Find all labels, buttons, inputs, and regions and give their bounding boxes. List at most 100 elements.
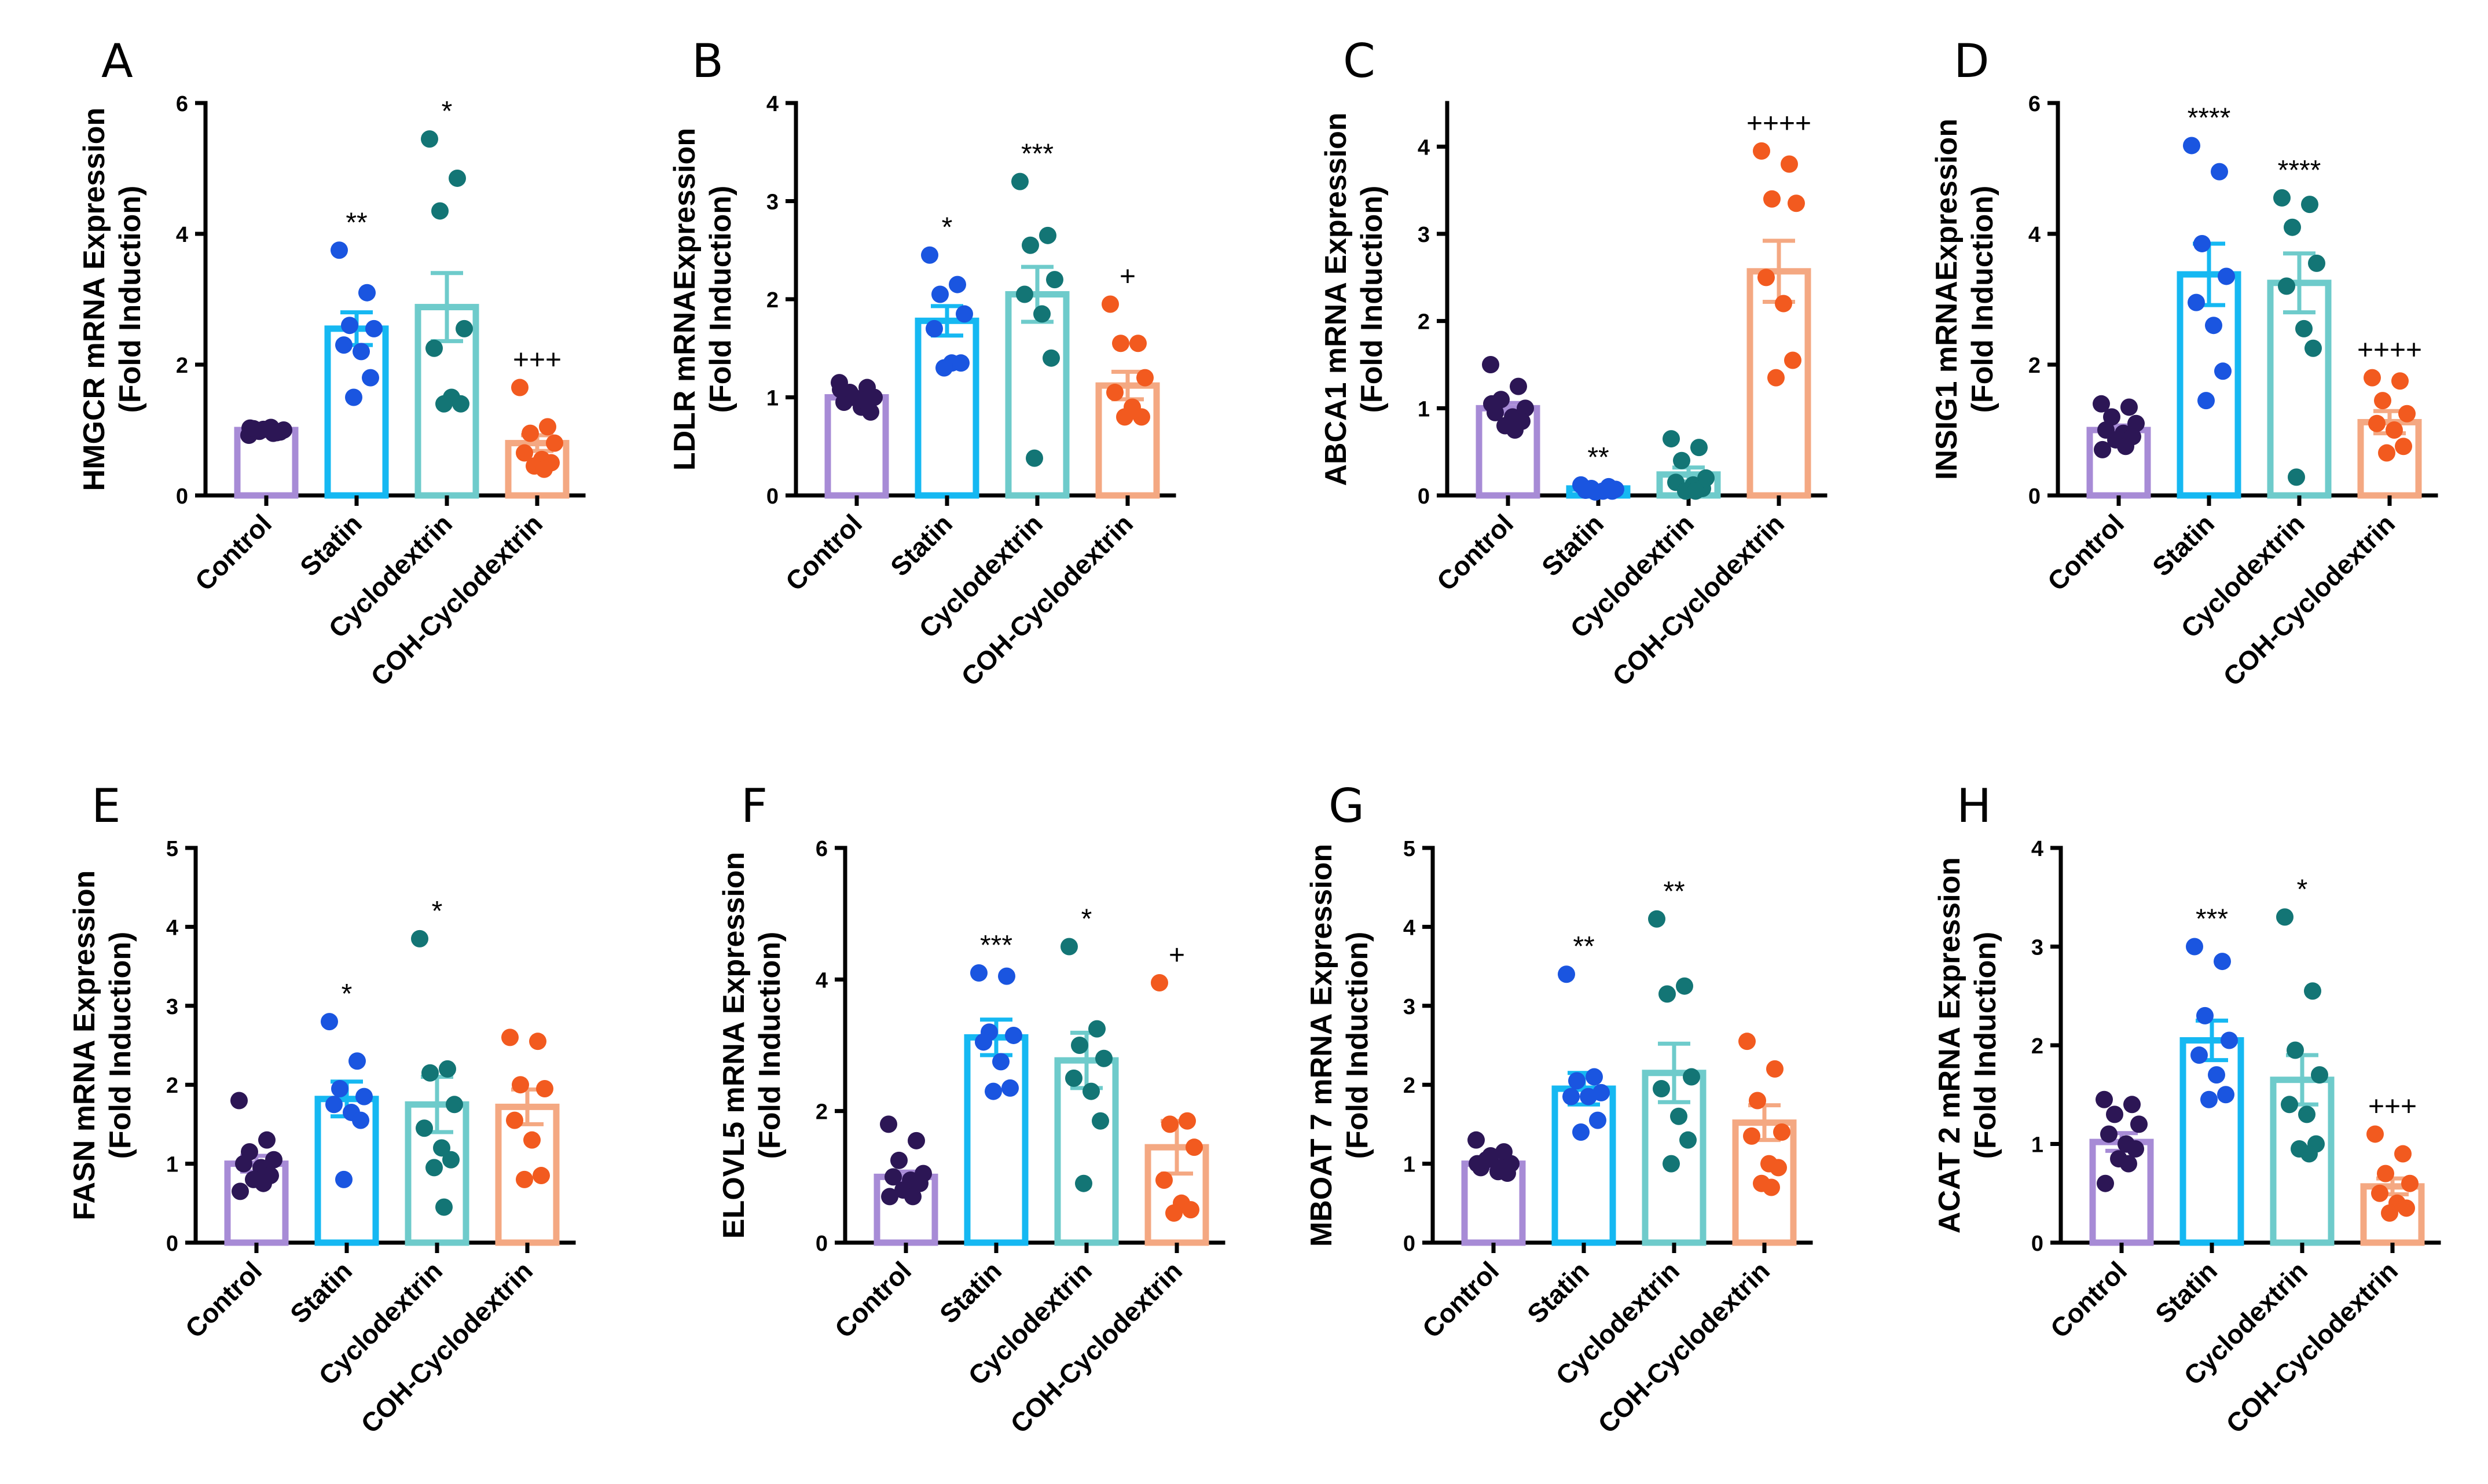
chart-panel-c: C ABCA1 mRNA Expression (Fold Induction) 0 1… [1319,34,1828,692]
data-point [235,1155,252,1173]
significance-label: *** [980,930,1012,961]
data-point [1043,349,1060,367]
x-tick-label: Statin [885,508,958,582]
data-point [855,391,872,409]
data-point [365,319,383,337]
data-point [241,419,259,437]
data-point [232,1182,249,1200]
data-point [2371,1184,2388,1202]
significance-label: **** [2278,155,2321,186]
data-point [1687,482,1704,500]
data-point [2391,372,2409,390]
significance-label: * [1081,904,1092,935]
x-tick-label: Statin [294,508,368,582]
data-point [2298,1105,2315,1123]
y-tick-label: 1 [2031,1133,2043,1158]
data-point [931,285,949,303]
y-tick-label: 3 [2031,936,2043,960]
data-point [1517,399,1534,417]
data-point [1075,1174,1092,1192]
data-point [1155,1171,1173,1189]
bar-cyclodextrin [2267,280,2332,499]
data-point [1005,1026,1022,1044]
data-point [2311,1066,2328,1084]
data-point [2100,1125,2118,1143]
data-point [2401,1174,2419,1192]
y-tick-label: 2 [2031,1034,2043,1059]
significance-label: ++++ [2357,335,2422,366]
data-point [265,424,282,442]
y-tick-label: 0 [1403,1232,1415,1256]
data-point [1568,1072,1586,1090]
significance-label: + [1120,261,1136,292]
data-point [1016,285,1033,303]
data-point [2106,1105,2123,1123]
data-point [2186,938,2203,956]
data-point [2398,405,2416,423]
data-point [2208,1066,2225,1084]
y-axis-label-line2: (Fold Induction) [1969,932,2002,1159]
bar-statin [915,317,979,499]
data-point [1767,369,1785,387]
data-point [1679,1131,1697,1149]
data-point [331,241,348,259]
x-tick-label: COH-Cyclodextrin [2217,508,2401,692]
data-point [2276,908,2293,926]
data-point [2221,1031,2238,1049]
data-point [956,305,973,323]
data-point [1001,1079,1019,1097]
significance-label: * [2297,874,2308,905]
data-point [1663,1155,1680,1173]
data-point [1092,1112,1109,1130]
data-point [2381,1204,2398,1222]
x-tick-label: Statin [1536,508,1609,582]
y-tick-label: 2 [176,354,188,378]
chart-panel-a: A HMGCR mRNA Expression (Fold Induction) 0 2… [78,34,586,692]
x-tick-label: Statin [2149,1255,2223,1329]
data-point [2214,362,2232,380]
data-point [1011,172,1029,190]
panel-letter: E [91,779,121,833]
data-point [2200,1090,2218,1108]
data-point [341,317,358,335]
y-axis-label: MBOAT 7 mRNA Expression (Fold Induction) [1305,844,1374,1247]
y-tick-label: 2 [1403,1074,1415,1098]
data-point [1046,271,1063,289]
data-point [880,1115,897,1133]
data-point [2183,137,2200,155]
x-tick-label: COH-Cyclodextrin [355,1255,538,1439]
data-point [416,1119,433,1137]
y-axis-label-line1: FASN mRNA Expression [68,870,101,1221]
data-point [998,967,1015,985]
significance-label: **** [2188,102,2231,133]
significance-label: ** [346,207,367,238]
data-point [908,1132,925,1149]
significance-label: * [432,896,443,927]
data-point [2278,277,2295,295]
data-point [421,130,438,148]
data-point [1151,974,1168,992]
data-point [2096,1090,2113,1108]
data-point [425,1159,443,1177]
data-point [421,1064,439,1082]
data-point [425,339,443,357]
data-point [2308,254,2325,272]
bar-statin [2177,271,2241,499]
data-point [1161,1115,1179,1133]
significance-label: *** [1021,139,1054,170]
data-point [1095,1049,1113,1067]
data-point [348,1052,366,1070]
data-point [1562,1088,1580,1105]
y-axis-label-line1: ELOVL5 mRNA Expression [717,852,751,1239]
data-point [353,343,370,361]
y-axis-label: ACAT 2 mRNA Expression (Fold Induction) [1933,857,2002,1233]
data-point [362,369,379,387]
data-point [2304,339,2322,357]
data-point [2123,1096,2141,1114]
data-point [2190,1046,2208,1064]
y-tick-label: 5 [166,837,178,861]
significance-label: * [342,979,353,1009]
data-point [2398,1199,2415,1217]
data-point [2097,1174,2114,1192]
data-point [1506,421,1524,439]
